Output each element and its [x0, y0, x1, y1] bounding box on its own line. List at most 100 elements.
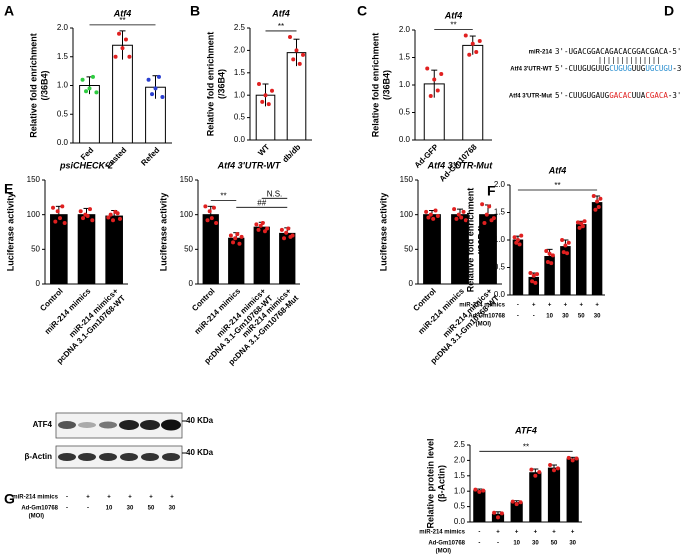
- y-axis-label: Relative protein level: [425, 438, 435, 528]
- data-point: [258, 223, 263, 228]
- sequence-segment: UUG: [596, 64, 610, 73]
- data-point: [533, 280, 538, 285]
- y-axis-label: Relative fold enrichment: [370, 33, 380, 138]
- data-point: [598, 196, 603, 201]
- data-point: [452, 207, 457, 212]
- data-point: [477, 39, 482, 43]
- data-point: [552, 468, 556, 473]
- data-point: [550, 253, 555, 258]
- significance-label: **: [554, 181, 560, 190]
- sequence-segment: GACAC: [609, 91, 632, 100]
- treatment-cell: -: [497, 541, 499, 547]
- sequence-segment: 3'-UGACGGACAGACACGGACGACA-5': [555, 47, 681, 56]
- treatment-cell: -: [517, 303, 519, 309]
- treatment-cell: 10: [546, 314, 553, 320]
- data-point: [482, 220, 487, 225]
- data-point: [528, 271, 533, 275]
- sequence: 5'-CUUGUGUUGCUGUGUUGUGCUGU-3': [555, 64, 683, 73]
- y-tick-label: 150: [400, 175, 414, 184]
- data-point: [514, 502, 519, 507]
- y-tick-label: 0.5: [234, 113, 246, 122]
- y-tick-label: 2.0: [454, 456, 466, 465]
- data-point: [117, 216, 122, 221]
- panel-letter: G: [4, 491, 15, 507]
- y-axis-label: Relative fold enrichment: [28, 33, 38, 138]
- treatment-cell: -: [478, 530, 480, 536]
- sequence-segment: 5'-CUUGUG: [555, 91, 596, 100]
- bar: [423, 214, 441, 285]
- data-point: [203, 204, 208, 209]
- y-axis-label: (/36B4): [216, 69, 226, 99]
- treatment-cell: 30: [169, 506, 176, 512]
- data-point: [262, 229, 267, 234]
- sequence-name: miR-214: [529, 50, 553, 56]
- treatment-cell: 10: [106, 506, 113, 512]
- data-point: [473, 487, 478, 492]
- sequence-segment: 5'-CUUGUG: [555, 64, 596, 73]
- data-point: [81, 216, 86, 221]
- data-point: [290, 233, 295, 238]
- sequence-segment: CGACA: [645, 91, 668, 100]
- data-point: [575, 220, 580, 225]
- y-tick-label: 2.0: [57, 23, 69, 32]
- data-point: [266, 102, 271, 107]
- blot-row-label: ATF4: [33, 420, 53, 429]
- significance-label: **: [523, 442, 529, 451]
- data-point: [94, 90, 99, 95]
- data-point: [123, 37, 128, 42]
- y-axis-label: Luciferase activity: [378, 193, 388, 272]
- y-tick-label: 50: [184, 244, 193, 253]
- data-point: [517, 242, 522, 247]
- y-tick-label: 2.0: [399, 25, 411, 34]
- data-point: [439, 72, 444, 76]
- data-point: [577, 225, 582, 230]
- y-tick-label: 0.0: [234, 135, 246, 144]
- bar: [279, 232, 296, 285]
- data-point: [533, 473, 538, 478]
- significance-label: **: [220, 191, 226, 200]
- data-point: [160, 95, 165, 99]
- data-point: [548, 463, 553, 468]
- y-tick-label: 50: [31, 244, 40, 253]
- treatment-cell: -: [66, 506, 68, 512]
- data-point: [284, 230, 289, 235]
- data-point: [78, 209, 83, 214]
- y-tick-label: 2.0: [494, 180, 506, 189]
- data-point: [235, 232, 240, 237]
- sequence-segment: UUG: [632, 64, 646, 73]
- data-point: [55, 209, 60, 214]
- data-point: [512, 235, 517, 240]
- significance-label: ##: [257, 198, 266, 207]
- data-point: [291, 57, 296, 62]
- treatment-cell: +: [579, 303, 583, 309]
- data-point: [287, 34, 292, 39]
- x-tick-label: Control: [411, 287, 437, 313]
- data-point: [428, 212, 433, 217]
- sequence-segment: -3': [672, 64, 683, 73]
- treatment-cell: 30: [569, 541, 576, 547]
- chart-title: Atf4: [271, 8, 290, 18]
- data-point: [279, 227, 284, 232]
- data-point: [555, 466, 560, 471]
- treatment-cell: 10: [513, 541, 520, 547]
- blot-marker: 40 KDa: [186, 416, 214, 425]
- x-tick-label: pcDNA 3.1-Gm10768-WT: [55, 293, 127, 365]
- data-point: [214, 220, 219, 225]
- treatment-cell: 30: [562, 314, 569, 320]
- data-point: [582, 219, 587, 224]
- treatment-cell: -: [517, 314, 519, 320]
- blot-marker: 40 KDa: [186, 448, 214, 457]
- y-tick-label: 150: [27, 175, 41, 184]
- y-tick-label: 1.0: [399, 80, 411, 89]
- data-point: [260, 220, 265, 225]
- data-point: [435, 214, 440, 219]
- sequence-segment: UUA: [632, 91, 646, 100]
- panel-letter: E: [4, 181, 13, 197]
- y-tick-label: 1.0: [454, 486, 466, 495]
- panel-letter: A: [4, 3, 14, 19]
- data-point: [566, 240, 571, 245]
- y-tick-label: 1.5: [454, 471, 466, 480]
- data-point: [156, 74, 161, 79]
- x-tick-label: Control: [38, 287, 64, 313]
- data-point: [150, 92, 155, 97]
